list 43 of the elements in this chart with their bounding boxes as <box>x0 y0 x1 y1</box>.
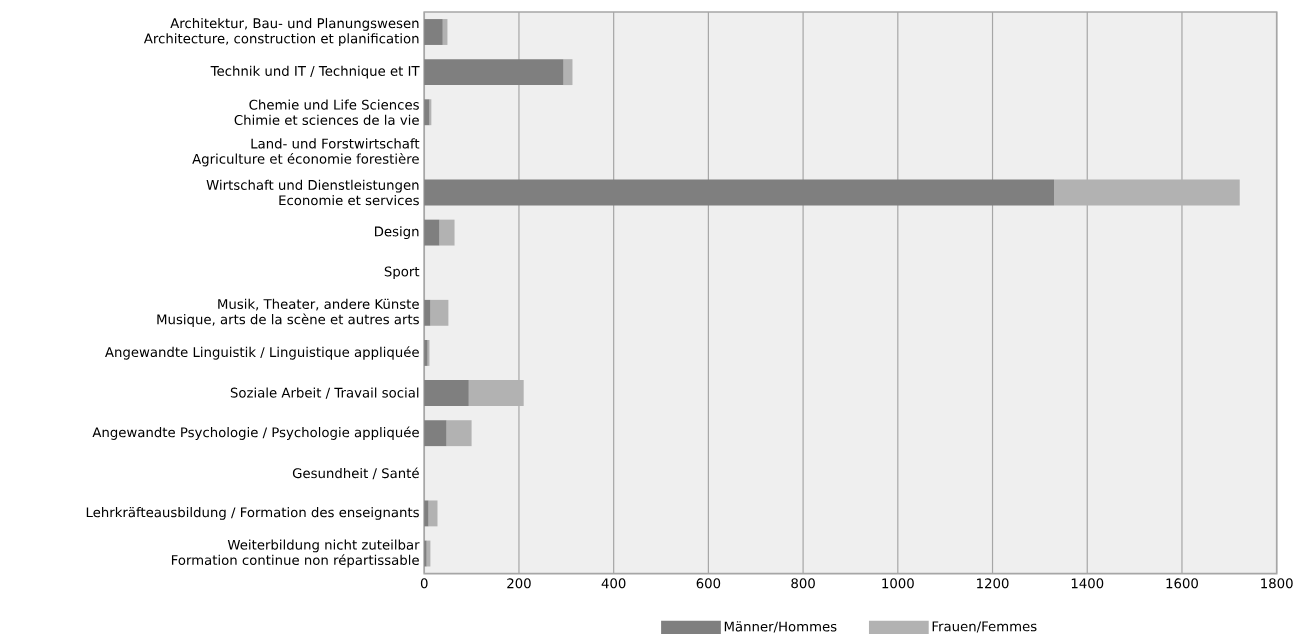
x-tick-label: 400 <box>601 578 626 589</box>
y-tick-label: Lehrkräfteausbildung / Formation des enseignants <box>86 507 419 521</box>
y-tick-label: Chemie und Life Sciences Chimie et sciences de la vie <box>234 99 419 126</box>
bar <box>1054 179 1240 206</box>
bar <box>424 500 429 527</box>
bar <box>424 540 427 567</box>
bar <box>424 300 431 326</box>
y-tick-label: Wirtschaft und Dienstleistungen Economie et services <box>206 179 419 206</box>
x-tick-label: 1200 <box>977 578 1009 589</box>
legend-label: Männer/Hommes <box>724 621 837 633</box>
bar <box>424 19 443 46</box>
x-tick-label: 1800 <box>1261 578 1293 589</box>
bar <box>563 59 573 86</box>
x-tick-label: 600 <box>696 578 721 589</box>
x-tick-label: 800 <box>791 578 815 589</box>
x-tick-label: 1600 <box>1166 578 1198 589</box>
bar <box>424 179 1055 206</box>
y-tick-label: Angewandte Linguistik / Linguistique appliquée <box>105 346 419 360</box>
y-tick-label: Soziale Arbeit / Travail social <box>230 387 419 399</box>
y-tick-label: Weiterbildung nicht zuteilbar Formation continue non répartissable <box>171 539 420 568</box>
x-tick-label: 1400 <box>1071 578 1104 589</box>
bar <box>428 500 438 527</box>
y-tick-label: Architektur, Bau- und Planungswesen Architecture, construction et planification <box>143 18 419 47</box>
bar <box>446 420 472 447</box>
y-tick-label: Land- und Forstwirtschaft Agriculture et économie forestière <box>192 138 420 167</box>
x-tick-label: 0 <box>420 578 428 589</box>
y-tick-label: Gesundheit / Santé <box>292 467 419 480</box>
x-tick-label: 200 <box>507 578 531 589</box>
y-tick-label: Angewandte Psychologie / Psychologie appliquée <box>92 426 419 441</box>
y-tick-label: Musik, Theater, andere Künste Musique, arts de la scène et autres arts <box>157 298 419 328</box>
bar <box>424 219 440 246</box>
bar <box>424 420 447 447</box>
bar <box>424 59 564 86</box>
y-tick-label: Technik und IT / Technique et IT <box>210 65 420 79</box>
y-tick-label: Sport <box>384 266 420 280</box>
bar <box>430 300 449 326</box>
bar <box>468 380 524 407</box>
x-tick-label: 1000 <box>882 578 914 589</box>
bar <box>424 99 430 126</box>
bar <box>439 219 455 246</box>
y-tick-label: Design <box>375 226 419 240</box>
legend-label: Frauen/Femmes <box>932 621 1037 633</box>
bar <box>424 380 469 407</box>
